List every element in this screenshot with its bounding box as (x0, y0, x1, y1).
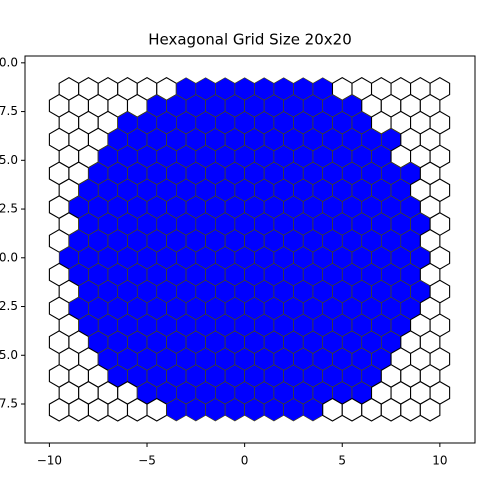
x-tick-label: 0 (241, 454, 249, 468)
hex-cell (48, 397, 70, 422)
hex-cell (107, 397, 129, 422)
y-tick-label: 7.5 (0, 104, 18, 118)
y-tick-label: 2.5 (0, 202, 18, 216)
hex-cell (146, 397, 168, 422)
hex-cell (322, 397, 343, 422)
axes-frame (24, 55, 476, 444)
y-tick-label: 0.0 (0, 250, 18, 264)
x-tick-label: −5 (138, 454, 156, 468)
hex-cell (361, 397, 382, 422)
hex-cell (419, 397, 441, 422)
hex-cell (341, 397, 363, 422)
y-tick-label: −7.5 (0, 397, 18, 411)
hex-cell (126, 397, 148, 422)
y-tick-label: −5.0 (0, 348, 18, 362)
hex-cell (400, 397, 421, 422)
y-tick-label: −2.5 (0, 299, 18, 313)
y-tick-label: 10.0 (0, 55, 18, 69)
x-tick-label: −10 (37, 454, 62, 468)
hex-cell (68, 397, 89, 422)
hex-cell (87, 397, 109, 422)
hex-cell (380, 397, 402, 422)
x-tick-label: 10 (432, 454, 447, 468)
chart-title: Hexagonal Grid Size 20x20 (148, 31, 352, 49)
x-tick-label: 5 (338, 454, 346, 468)
y-tick-label: 5.0 (0, 153, 18, 167)
